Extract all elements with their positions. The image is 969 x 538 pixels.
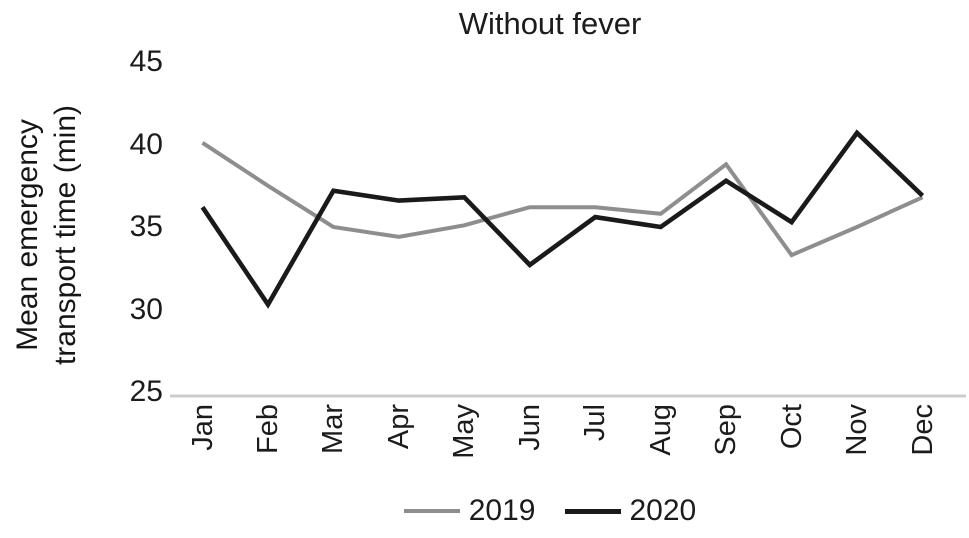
legend: 2019 2020 (170, 490, 930, 532)
legend-line-swatch-2019 (403, 509, 460, 513)
series-line-2020 (200, 129, 925, 309)
x-axis-label: Oct (775, 404, 808, 450)
y-tick-label: 25 (129, 375, 163, 408)
x-axis-label: Jul (579, 404, 612, 442)
x-axis-label: Nov (841, 404, 874, 456)
legend-line-swatch-2020 (564, 508, 621, 514)
x-axis-label: Jan (186, 404, 219, 451)
y-tick-label: 45 (129, 45, 163, 78)
legend-label-2020: 2020 (629, 494, 697, 527)
x-axis-label: May (448, 404, 481, 459)
y-tick-label: 30 (129, 292, 163, 326)
x-axis-label: Aug (644, 404, 677, 456)
x-axis-label: Sep (710, 404, 743, 456)
y-tick-label: 35 (129, 210, 163, 243)
x-axis-label: Apr (382, 404, 415, 450)
legend-label-2019: 2019 (468, 494, 536, 527)
chart-title: Without fever (458, 6, 642, 41)
x-axis-label: Mar (317, 404, 350, 454)
y-tick-label: 40 (129, 127, 163, 161)
x-axis-label: Dec (906, 404, 939, 456)
x-axis-label: Feb (251, 404, 284, 454)
series-line-2019 (201, 141, 924, 258)
x-axis-label: Jun (513, 404, 546, 451)
